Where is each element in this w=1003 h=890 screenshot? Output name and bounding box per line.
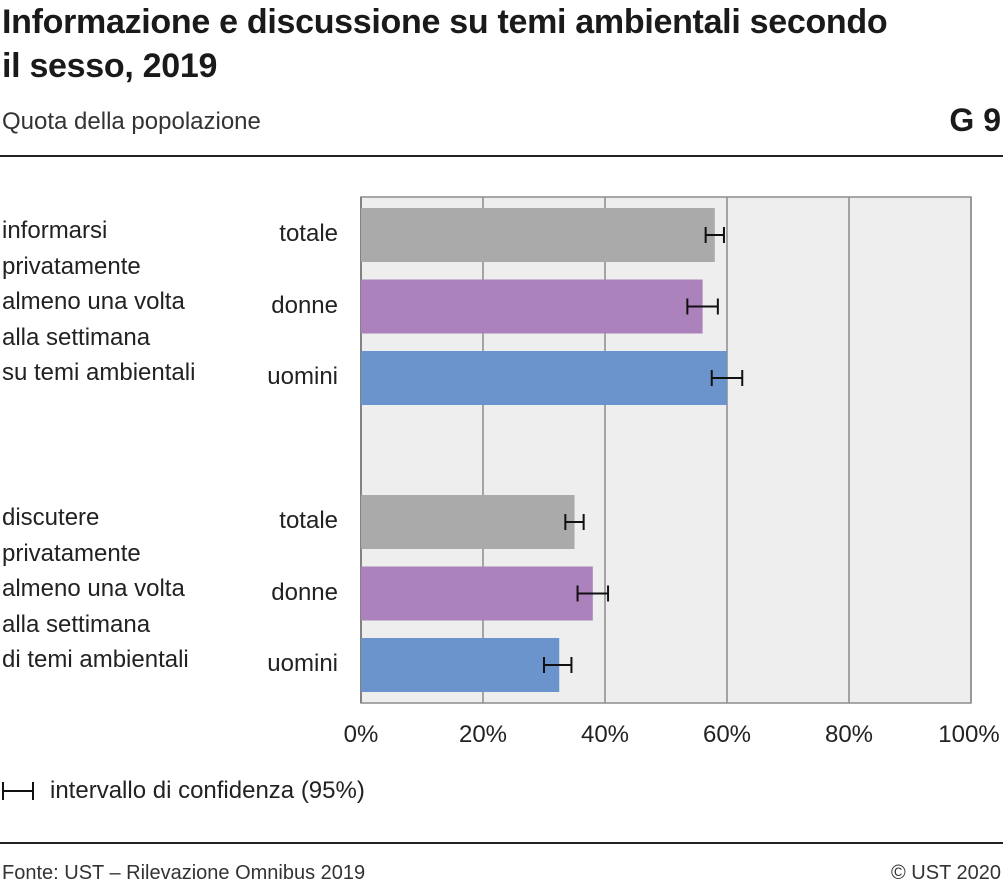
category-label-uomini: uomini <box>267 363 338 390</box>
group-label: discutere privatamente almeno una volta … <box>2 504 189 673</box>
confidence-interval-icon <box>0 780 36 802</box>
bar-totale <box>361 208 715 262</box>
copyright-note: © UST 2020 <box>891 862 1001 884</box>
legend-label: intervallo di confidenza (95%) <box>50 777 365 804</box>
x-tick-label: 100% <box>938 721 999 748</box>
x-tick-label: 40% <box>581 721 629 748</box>
chart-subtitle: Quota della popolazione <box>2 108 261 135</box>
bottom-rule <box>0 842 1003 844</box>
plot-border <box>360 196 972 704</box>
top-rule <box>0 155 1003 157</box>
bar-totale <box>361 495 575 549</box>
legend: intervallo di confidenza (95%) <box>0 776 365 806</box>
bar-donne <box>361 566 593 621</box>
bar-uomini <box>361 638 560 692</box>
x-tick-label: 20% <box>459 721 507 748</box>
bar-uomini <box>361 351 727 405</box>
category-label-donne: donne <box>271 578 338 606</box>
x-tick-label: 60% <box>703 721 751 748</box>
x-tick-label: 0% <box>344 721 379 748</box>
category-label-donne: donne <box>271 291 338 319</box>
category-label-uomini: uomini <box>267 650 338 677</box>
x-tick-label: 80% <box>825 721 873 748</box>
graphic-number: G 9 <box>949 102 1001 138</box>
category-label-totale: totale <box>279 507 338 534</box>
plot-area <box>361 197 971 703</box>
category-label-totale: totale <box>279 220 338 247</box>
bar-chart: 0% 20% 40% 60% 80% 100% <box>344 196 1000 748</box>
group-label: informarsi privatamente almeno una volta… <box>2 217 196 386</box>
source-note: Fonte: UST – Rilevazione Omnibus 2019 <box>2 862 366 884</box>
chart-title: Informazione e discussione su temi ambie… <box>2 3 888 85</box>
bar-donne <box>361 279 703 334</box>
